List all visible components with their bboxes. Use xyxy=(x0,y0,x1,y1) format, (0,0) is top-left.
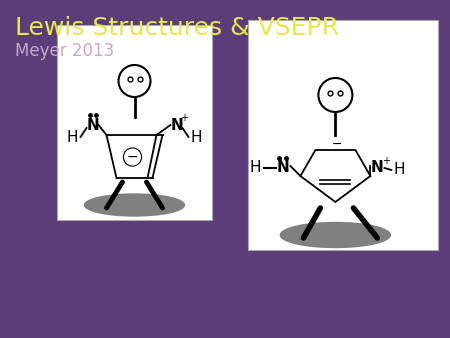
Text: N: N xyxy=(371,161,384,175)
FancyBboxPatch shape xyxy=(57,25,212,220)
Text: Meyer 2013: Meyer 2013 xyxy=(15,42,114,60)
FancyBboxPatch shape xyxy=(248,20,438,250)
Ellipse shape xyxy=(85,194,184,216)
Text: H: H xyxy=(67,129,78,145)
Ellipse shape xyxy=(280,222,391,247)
Circle shape xyxy=(319,78,352,112)
Text: +: + xyxy=(382,156,391,166)
Polygon shape xyxy=(301,150,370,202)
Text: −: − xyxy=(127,150,138,164)
Text: H: H xyxy=(394,163,405,177)
Text: H: H xyxy=(250,161,261,175)
Text: N: N xyxy=(170,118,183,132)
Text: N: N xyxy=(86,118,99,132)
Text: Lewis Structures & VSEPR: Lewis Structures & VSEPR xyxy=(15,16,339,40)
Circle shape xyxy=(118,65,150,97)
Text: +: + xyxy=(180,113,189,123)
Text: H: H xyxy=(191,129,202,145)
Text: −: − xyxy=(332,138,342,150)
Text: N: N xyxy=(277,161,290,175)
